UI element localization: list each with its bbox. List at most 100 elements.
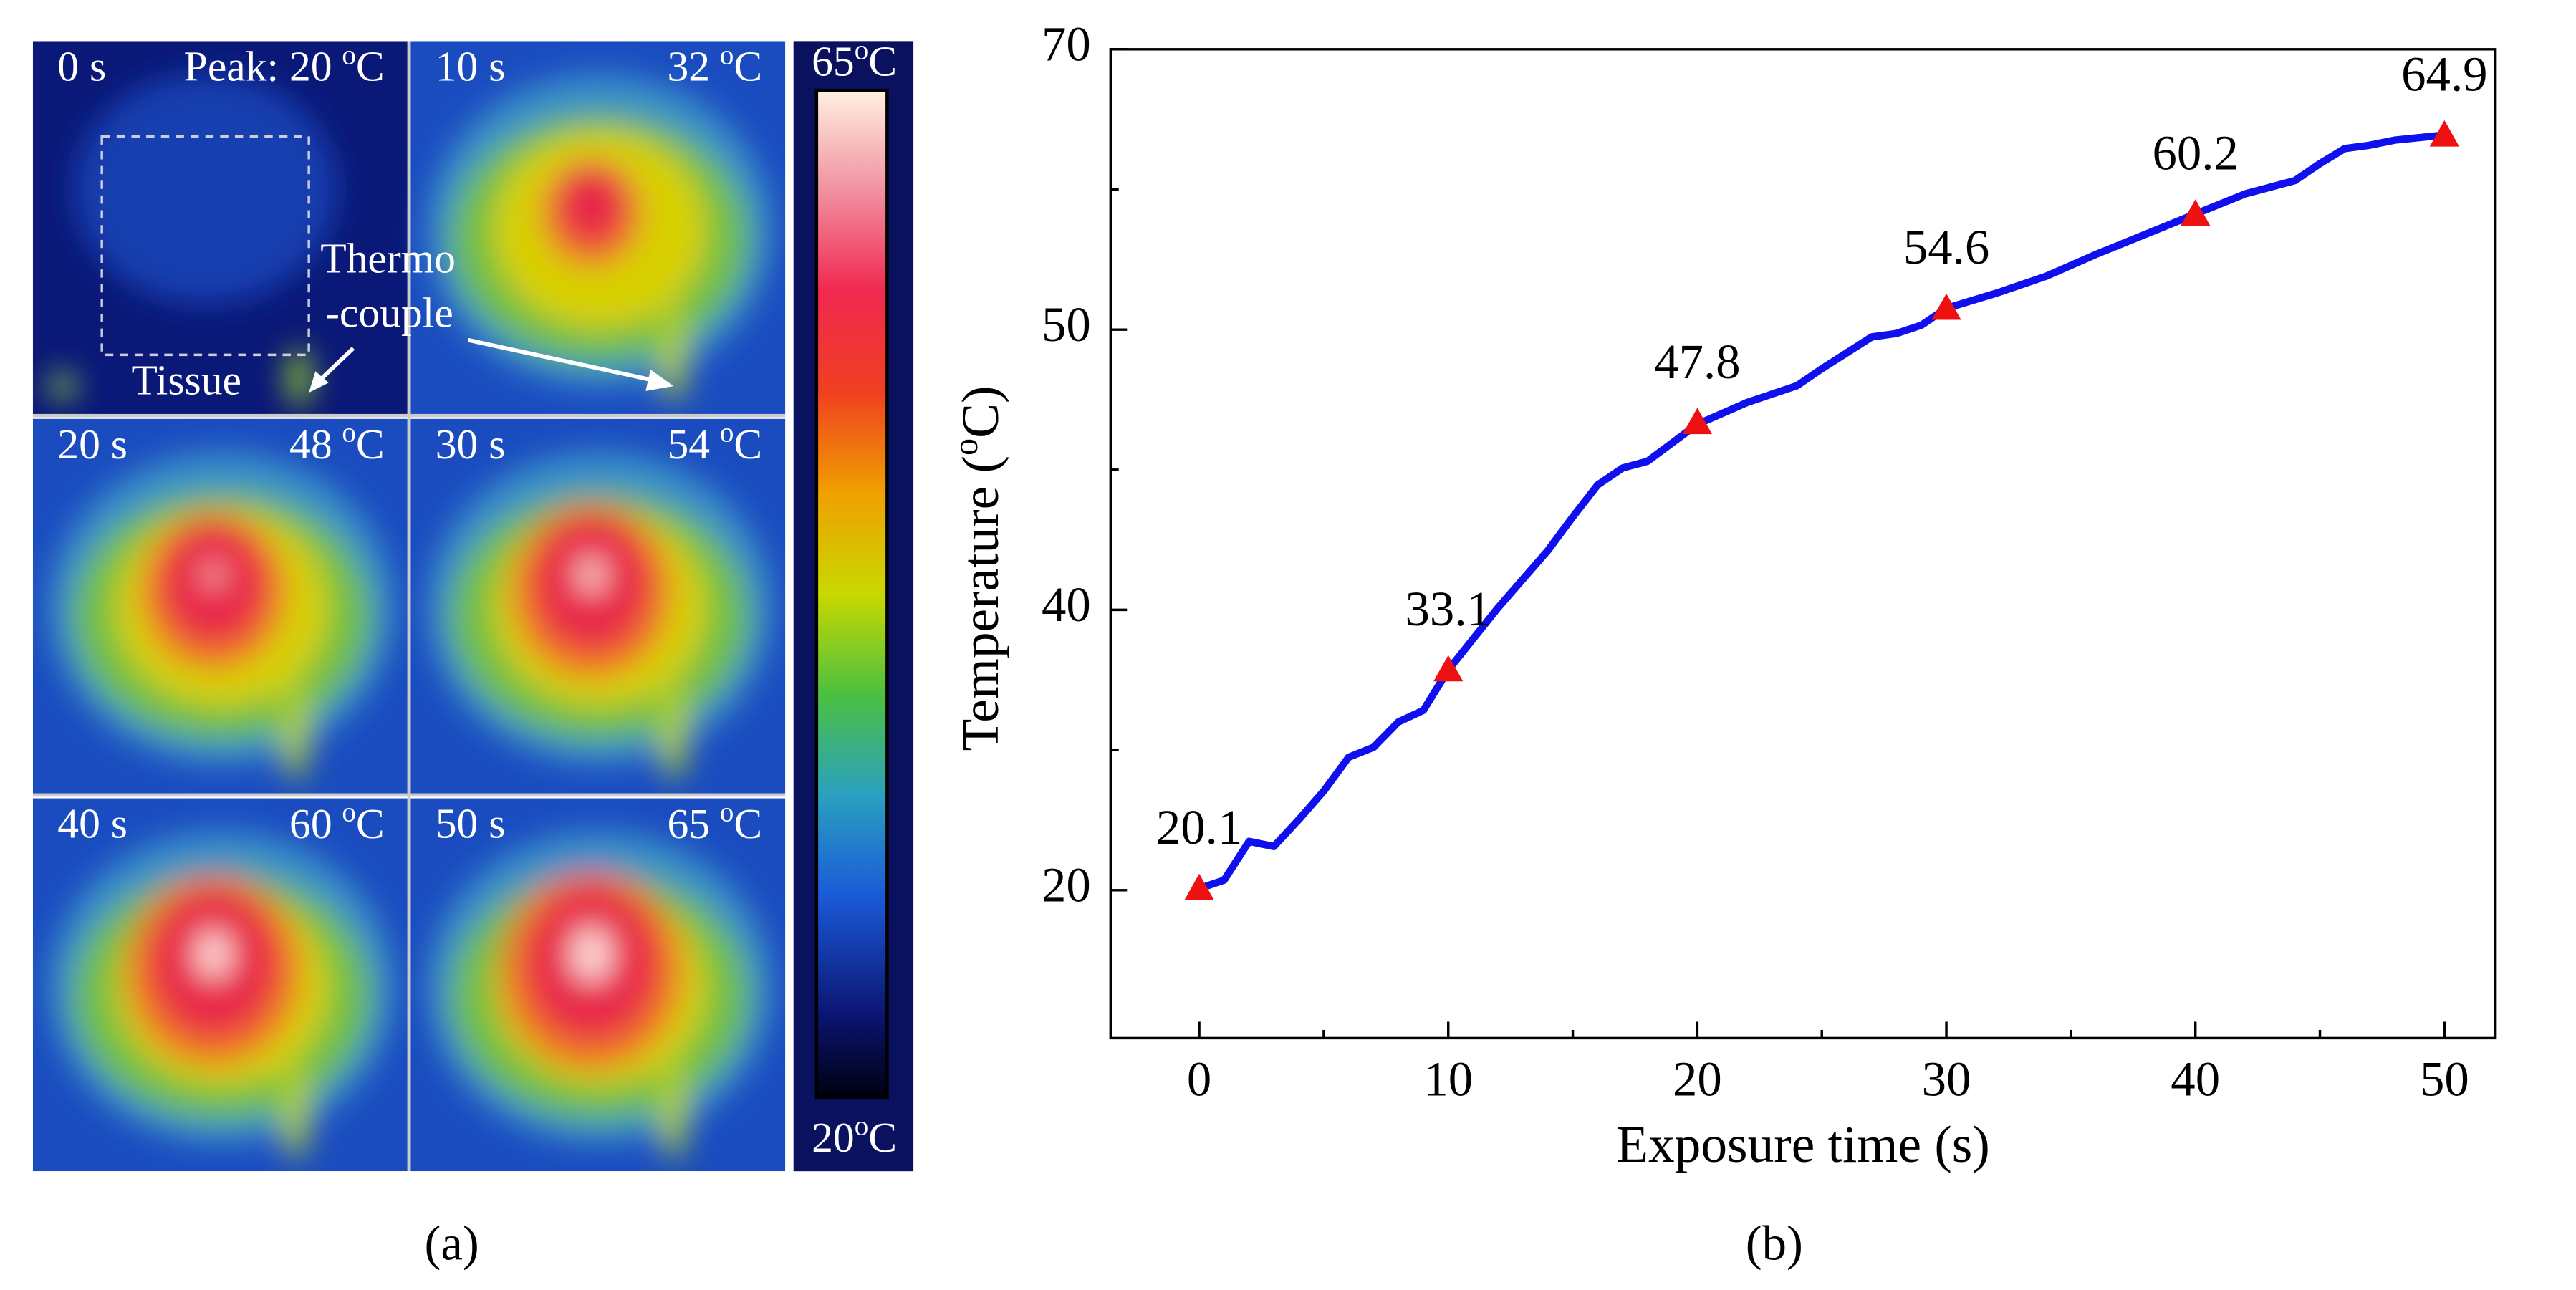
heat-blob [660, 304, 687, 403]
x-tick-label: 0 [1187, 1051, 1211, 1106]
data-label: 20.1 [1156, 800, 1242, 855]
frame-time: 10 s [436, 42, 506, 90]
colorbar-min: 20oC [812, 1111, 897, 1161]
frame-temp: 54 oC [668, 418, 763, 468]
sup: o [947, 438, 985, 456]
data-label: 64.9 [2401, 47, 2487, 101]
unit: C [868, 1114, 897, 1161]
sup: o [342, 39, 355, 70]
heat-blob [282, 681, 309, 781]
heat-blob [206, 564, 221, 585]
value: 60 [289, 800, 332, 847]
unit: C [868, 37, 897, 85]
sup: o [855, 1111, 868, 1142]
thermal-frame: 20 s 48 oC [32, 418, 408, 794]
heat-map [49, 451, 395, 781]
heat-blob [74, 74, 337, 304]
frame-time: 50 s [436, 800, 506, 847]
sup: o [342, 796, 355, 827]
arrow-head [309, 371, 329, 393]
unit: C [734, 420, 762, 468]
y-tick-label: 20 [1042, 858, 1091, 913]
heat-blob [557, 165, 626, 245]
heat-map [49, 74, 337, 408]
line-chart: 0 10 20 30 40 50 20 40 50 70 Exposure time (s) Temp… [947, 17, 2497, 1173]
heat-blob [282, 1061, 309, 1160]
annotation: -couple [325, 289, 453, 336]
heat-map [49, 831, 395, 1160]
thermal-frame: 30 s 54 oC [410, 418, 786, 794]
marker [1931, 293, 1961, 320]
text: C) [951, 386, 1009, 438]
frame-time: 30 s [436, 420, 506, 468]
unit: C [734, 800, 762, 847]
marker [1682, 408, 1713, 435]
marker [1184, 873, 1214, 900]
value: 48 [289, 420, 332, 468]
plot-frame [1109, 48, 2497, 1040]
sup: o [342, 418, 355, 448]
sup: o [855, 34, 868, 65]
sup: o [720, 39, 734, 70]
data-line [1195, 131, 2448, 892]
heat-map [427, 451, 772, 781]
y-tick-label: 70 [1042, 17, 1091, 72]
x-axis-label: Exposure time (s) [1616, 1115, 1990, 1173]
frame-temp: Peak: 20 oC [184, 39, 385, 90]
data-label: 54.6 [1903, 220, 1989, 274]
text: Temperature ( [951, 456, 1009, 751]
marker [2429, 120, 2459, 147]
frame-temp: 65 oC [668, 796, 763, 847]
frame-temp: 32 oC [668, 39, 763, 90]
heat-blob [49, 372, 76, 400]
frame-time: 20 s [57, 420, 128, 468]
marker [1433, 655, 1464, 682]
value: 65 [812, 37, 855, 85]
annotation: Tissue [131, 356, 241, 403]
data-label: 47.8 [1654, 334, 1740, 389]
frame-time: 40 s [57, 800, 128, 847]
frame-temp: 48 oC [289, 418, 385, 468]
heat-blob [196, 931, 231, 978]
heat-blob [579, 558, 604, 592]
roi-box [100, 135, 310, 357]
unit: C [734, 42, 762, 90]
heat-blob [660, 681, 687, 781]
thermal-frame: 10 s 32 oC [410, 39, 786, 414]
colorbar [814, 88, 889, 1099]
y-tick-label: 50 [1042, 297, 1091, 352]
colorbar-max: 65oC [812, 34, 897, 85]
frame-temp: 60 oC [289, 796, 385, 847]
x-tick-label: 30 [1922, 1051, 1971, 1106]
thermal-frame: 0 s Peak: 20 oC [32, 39, 408, 414]
value: 32 [668, 42, 711, 90]
unit: C [356, 420, 385, 468]
x-tick-label: 40 [2171, 1051, 2220, 1106]
heat-blob [287, 348, 311, 408]
unit: C [356, 800, 385, 847]
heat-map [427, 74, 772, 403]
sup: o [720, 418, 734, 448]
arrow-head [645, 370, 674, 391]
annotation: Thermo [320, 235, 456, 282]
x-tick-label: 10 [1423, 1051, 1473, 1106]
arrow [468, 337, 658, 383]
heat-blob [660, 1061, 687, 1160]
value: 65 [668, 800, 711, 847]
y-tick-label: 40 [1042, 577, 1091, 632]
value: Peak: 20 [184, 42, 332, 90]
value: 54 [668, 420, 711, 468]
caption: (a) [424, 1216, 479, 1271]
data-label: 33.1 [1405, 582, 1491, 636]
x-tick-label: 50 [2420, 1051, 2469, 1106]
heat-map [427, 831, 772, 1160]
heat-blob [572, 928, 612, 981]
x-tick-label: 20 [1673, 1051, 1722, 1106]
thermal-frame: 40 s 60 oC [32, 796, 408, 1172]
sup: o [720, 796, 734, 827]
caption: (b) [1746, 1216, 1803, 1271]
marker [2181, 199, 2211, 226]
frame-time: 0 s [57, 42, 106, 90]
unit: C [356, 42, 385, 90]
